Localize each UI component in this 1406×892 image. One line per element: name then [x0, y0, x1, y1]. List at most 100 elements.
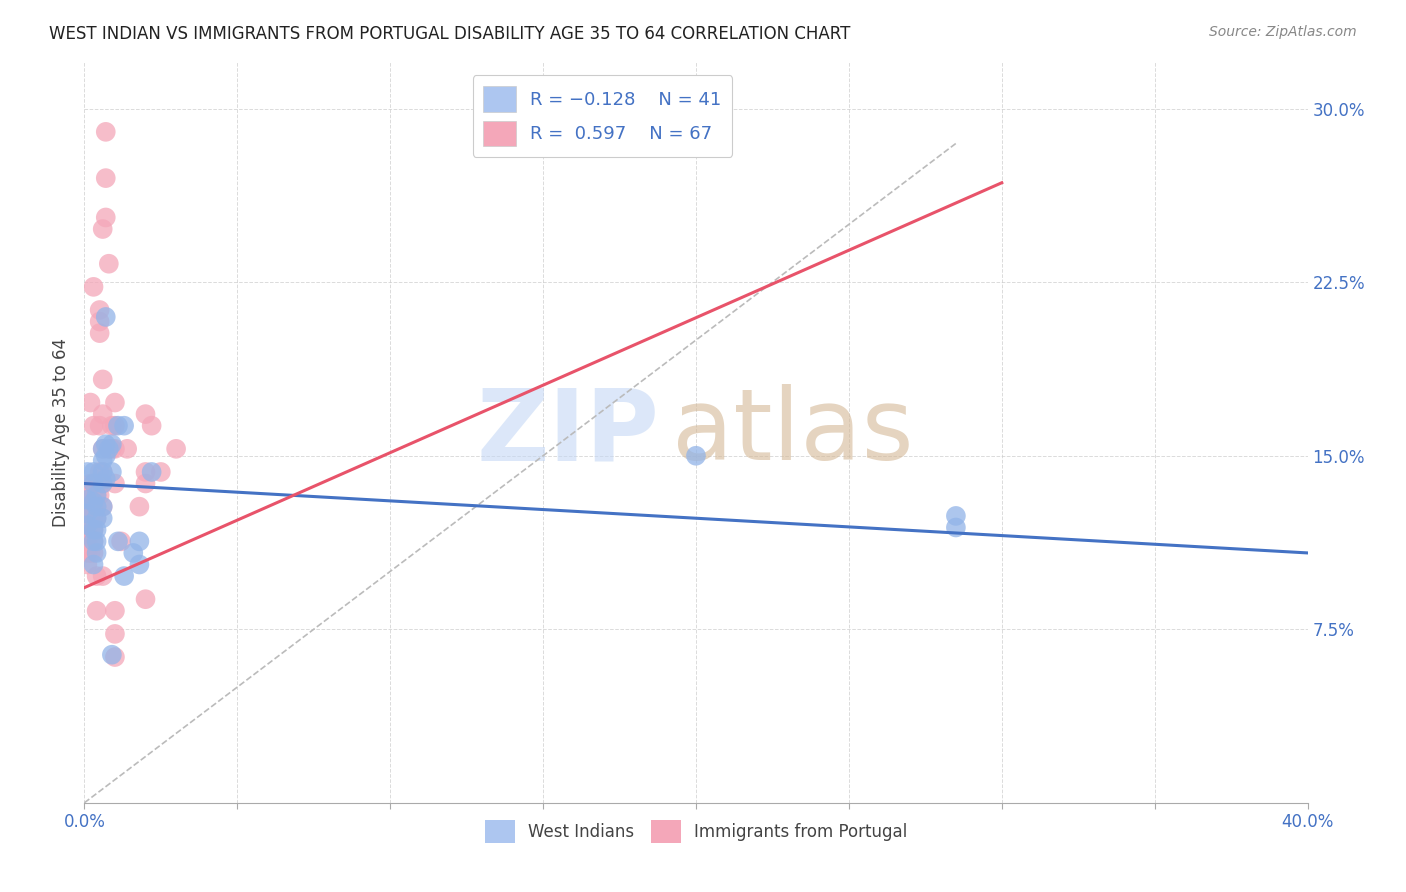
Point	[94, 125, 117, 139]
Point	[83, 495, 105, 509]
Text: Source: ZipAtlas.com: Source: ZipAtlas.com	[1209, 25, 1357, 39]
Point	[76, 518, 98, 533]
Point	[104, 476, 127, 491]
Point	[97, 257, 120, 271]
Point	[104, 627, 127, 641]
Point	[89, 465, 111, 479]
Point	[91, 407, 114, 421]
Point	[945, 508, 967, 523]
Point	[104, 650, 127, 665]
Point	[101, 465, 124, 479]
Point	[83, 534, 105, 549]
Point	[83, 523, 105, 537]
Point	[76, 465, 98, 479]
Text: atlas: atlas	[672, 384, 912, 481]
Point	[86, 546, 108, 560]
Point	[107, 418, 129, 433]
Point	[89, 314, 111, 328]
Point	[112, 569, 135, 583]
Point	[101, 442, 124, 456]
Point	[101, 418, 124, 433]
Point	[94, 171, 117, 186]
Point	[91, 222, 114, 236]
Point	[86, 500, 108, 514]
Point	[91, 465, 114, 479]
Point	[91, 476, 114, 491]
Point	[94, 472, 117, 486]
Point	[76, 511, 98, 525]
Point	[91, 465, 114, 479]
Point	[79, 488, 101, 502]
Point	[89, 488, 111, 502]
Point	[79, 476, 101, 491]
Point	[128, 534, 150, 549]
Point	[104, 395, 127, 409]
Point	[115, 442, 138, 456]
Point	[94, 449, 117, 463]
Point	[104, 604, 127, 618]
Point	[107, 534, 129, 549]
Point	[86, 523, 108, 537]
Point	[83, 546, 105, 560]
Point	[76, 534, 98, 549]
Point	[86, 511, 108, 525]
Point	[83, 523, 105, 537]
Point	[97, 442, 120, 456]
Point	[76, 546, 98, 560]
Point	[79, 511, 101, 525]
Point	[141, 465, 163, 479]
Point	[86, 534, 108, 549]
Point	[83, 488, 105, 502]
Point	[76, 492, 98, 507]
Point	[86, 500, 108, 514]
Point	[685, 449, 707, 463]
Point	[83, 500, 105, 514]
Point	[79, 500, 101, 514]
Point	[110, 534, 132, 549]
Point	[86, 488, 108, 502]
Text: ZIP: ZIP	[477, 384, 659, 481]
Point	[101, 437, 124, 451]
Point	[165, 442, 187, 456]
Point	[86, 511, 108, 525]
Point	[91, 500, 114, 514]
Point	[94, 310, 117, 324]
Point	[76, 495, 98, 509]
Point	[945, 520, 967, 534]
Point	[94, 437, 117, 451]
Point	[83, 558, 105, 572]
Point	[76, 558, 98, 572]
Point	[89, 418, 111, 433]
Point	[79, 523, 101, 537]
Point	[97, 442, 120, 456]
Point	[83, 534, 105, 549]
Y-axis label: Disability Age 35 to 64: Disability Age 35 to 64	[52, 338, 70, 527]
Point	[91, 453, 114, 467]
Point	[76, 507, 98, 521]
Point	[91, 442, 114, 456]
Point	[91, 569, 114, 583]
Point	[83, 476, 105, 491]
Point	[79, 546, 101, 560]
Point	[86, 569, 108, 583]
Point	[128, 558, 150, 572]
Point	[91, 442, 114, 456]
Point	[101, 648, 124, 662]
Point	[135, 407, 157, 421]
Point	[149, 465, 172, 479]
Legend: West Indians, Immigrants from Portugal: West Indians, Immigrants from Portugal	[478, 814, 914, 850]
Point	[83, 511, 105, 525]
Point	[86, 488, 108, 502]
Point	[79, 534, 101, 549]
Point	[91, 372, 114, 386]
Point	[94, 211, 117, 225]
Point	[128, 500, 150, 514]
Point	[83, 465, 105, 479]
Point	[91, 476, 114, 491]
Point	[89, 476, 111, 491]
Point	[91, 500, 114, 514]
Point	[83, 418, 105, 433]
Point	[122, 546, 145, 560]
Point	[135, 465, 157, 479]
Point	[76, 523, 98, 537]
